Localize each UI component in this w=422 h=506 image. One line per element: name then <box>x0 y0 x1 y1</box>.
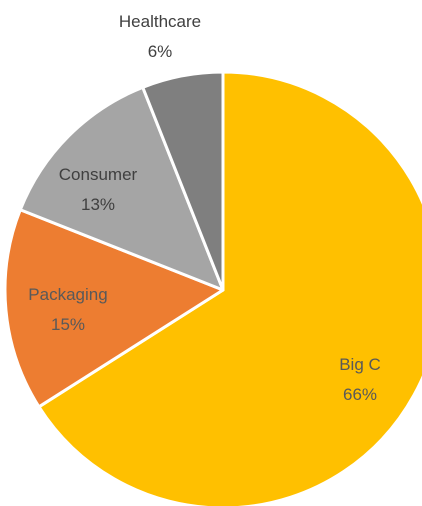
pie-slice-big-c <box>37 70 422 506</box>
data-label-percent-big-c: 66% <box>343 385 377 404</box>
pie-labels: Big C 66% Packaging 15% Consumer 13% Healthcar… <box>28 12 380 404</box>
data-label-name-big-c: Big C <box>339 355 381 374</box>
pie-slice-healthcare <box>141 70 225 292</box>
pie-slices <box>3 70 422 506</box>
pie-slice-packaging <box>3 208 225 409</box>
data-label-name-healthcare: Healthcare <box>119 12 201 31</box>
data-label-name-consumer: Consumer <box>59 165 138 184</box>
data-label-percent-healthcare: 6% <box>148 42 173 61</box>
data-label-percent-consumer: 13% <box>81 195 115 214</box>
data-label-percent-packaging: 15% <box>51 315 85 334</box>
data-label-name-packaging: Packaging <box>28 285 107 304</box>
pie-slice-consumer <box>18 85 225 292</box>
